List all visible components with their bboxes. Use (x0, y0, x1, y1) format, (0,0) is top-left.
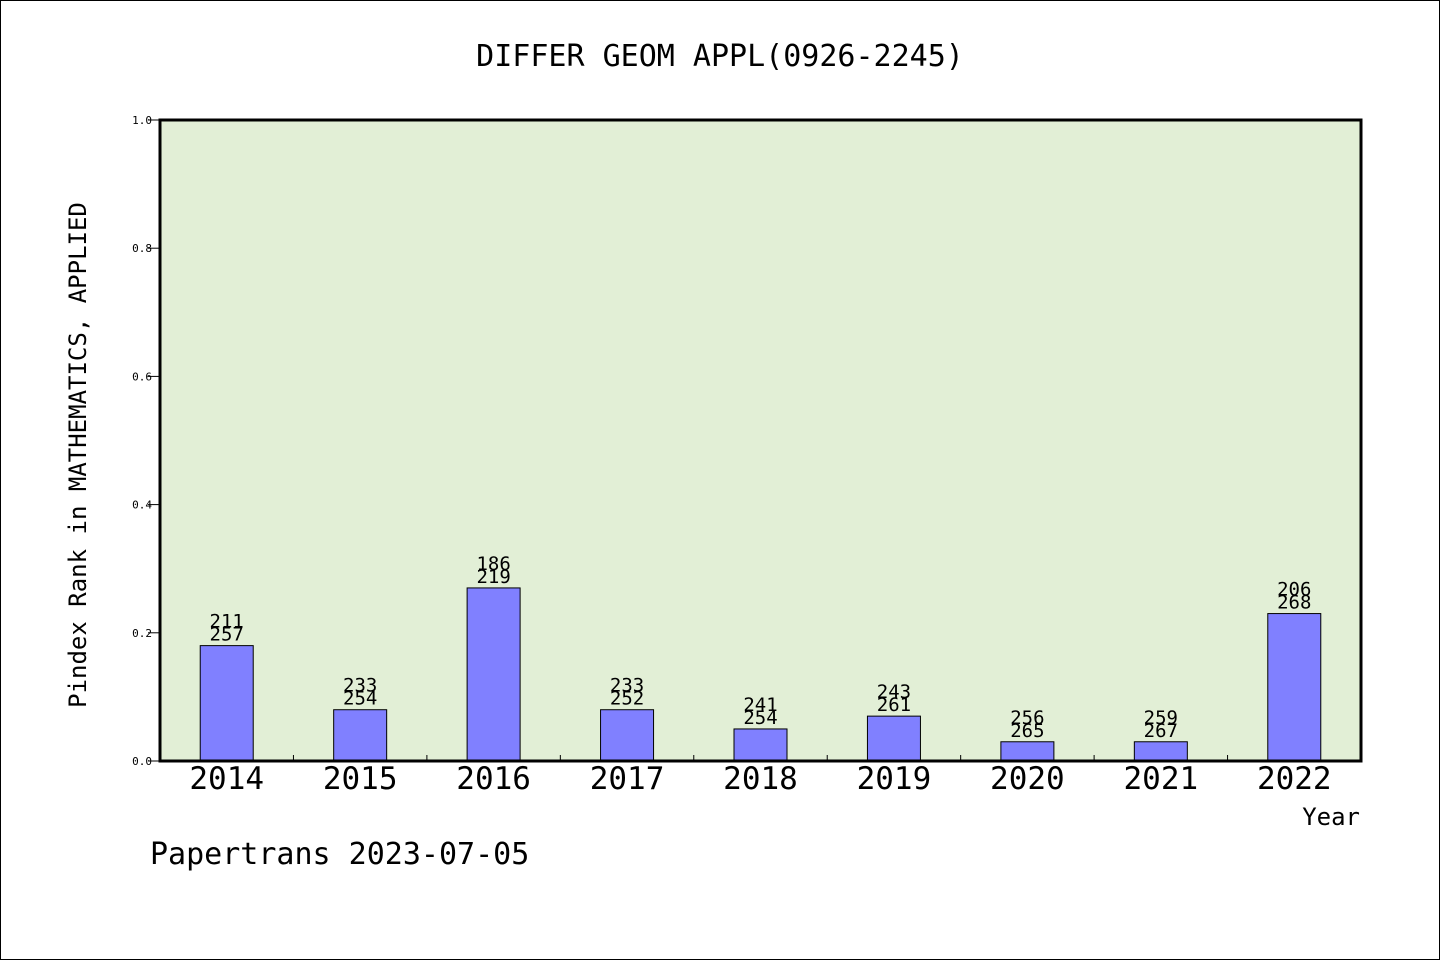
plot-border (158, 118, 1363, 763)
y-tick-label: 1.0 (132, 114, 152, 127)
bar-2014 (199, 645, 254, 762)
x-tick-label: 2016 (456, 761, 531, 797)
y-tick-label: 0.4 (132, 499, 152, 512)
data-label-bottom: 267 (1144, 720, 1178, 742)
x-axis: 2014 2015 2016 2017 2018 2019 2020 2021 2022 (189, 755, 1332, 797)
x-tick-label: 2022 (1257, 761, 1332, 797)
x-tick-label: 2015 (323, 761, 398, 797)
y-axis: 0.0 0.2 0.4 0.6 0.8 1.0 (132, 114, 160, 768)
bar-2016 (466, 587, 521, 762)
data-label-bottom: 268 (1277, 592, 1311, 614)
data-label-top: 259 (1144, 707, 1178, 729)
x-axis-label: Year (1302, 803, 1360, 831)
y-axis-label: Pindex Rank in MATHEMATICS, APPLIED (64, 202, 92, 708)
data-label-top: 186 (476, 553, 510, 575)
data-label-bottom: 254 (343, 688, 377, 710)
data-label-top: 256 (1010, 707, 1044, 729)
x-tick-label: 2014 (189, 761, 264, 797)
bar-2018 (733, 728, 788, 762)
data-label-bottom: 265 (1010, 720, 1044, 742)
y-tick-label: 0.8 (132, 242, 152, 255)
data-label-bottom: 219 (476, 566, 510, 588)
data-label-top: 211 (210, 611, 244, 633)
data-label-bottom: 252 (610, 688, 644, 710)
bar-2021 (1133, 741, 1188, 762)
x-tick-label: 2020 (990, 761, 1065, 797)
x-tick-label: 2019 (857, 761, 932, 797)
bar-2020 (1000, 741, 1055, 762)
data-label-bottom: 257 (210, 624, 244, 646)
footer-credit: Papertrans 2023-07-05 (150, 837, 529, 872)
data-label-top: 233 (610, 675, 644, 697)
chart-title: DIFFER GEOM APPL(0926-2245) (476, 39, 964, 74)
data-label-top: 241 (743, 694, 777, 716)
data-label-bottom: 261 (877, 694, 911, 716)
y-tick-label: 0.0 (132, 755, 152, 768)
bars-group (199, 587, 1322, 762)
x-tick-label: 2017 (590, 761, 665, 797)
bar-2015 (333, 709, 388, 762)
data-label-top: 206 (1277, 579, 1311, 601)
bar-2022 (1267, 613, 1322, 762)
y-tick-label: 0.2 (132, 627, 152, 640)
bar-2017 (600, 709, 655, 762)
plot-area (160, 120, 1361, 761)
y-tick-label: 0.6 (132, 370, 152, 383)
data-label-top: 243 (877, 681, 911, 703)
data-label-top: 233 (343, 675, 377, 697)
data-label-bottom: 254 (743, 707, 777, 729)
bar-2019 (866, 715, 921, 762)
x-tick-label: 2018 (723, 761, 798, 797)
x-tick-label: 2021 (1124, 761, 1199, 797)
